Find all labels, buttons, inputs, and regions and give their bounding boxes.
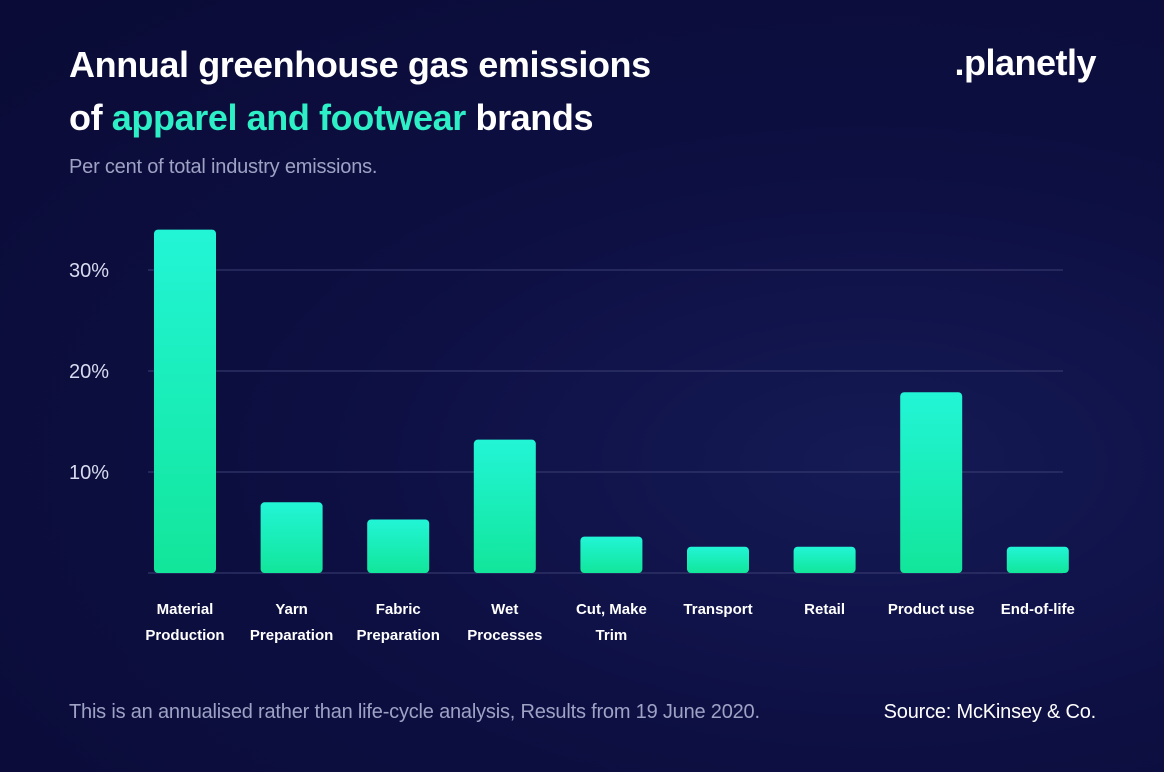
bar [473,439,536,573]
source-credit: Source: McKinsey & Co. [883,701,1097,723]
x-tick-label: Fabric Preparation [357,601,440,644]
chart-subtitle: Per cent of total industry emissions. [69,156,378,178]
y-tick-label: 20% [69,361,109,383]
y-tick-label: 30% [69,260,109,282]
x-tick-label: Transport [683,601,752,618]
x-axis-labels: Material Production Yarn Preparation Fabric P… [145,601,1074,644]
bar [687,546,749,573]
bar [1006,546,1069,573]
title-highlight: apparel and footwear [111,97,466,138]
bar [154,229,216,573]
bar [580,536,643,573]
x-tick-label: Cut, Make Trim [576,601,647,644]
x-tick-label: Wet Processes [467,601,542,644]
bar [367,519,430,573]
bar [900,392,963,573]
y-axis-ticks: 10% 20% 30% [69,260,109,484]
x-tick-label: End-of-life [1001,601,1075,618]
x-tick-label: Material Production [145,601,224,644]
x-tick-label: Product use [888,601,975,618]
y-tick-label: 10% [69,462,109,484]
footnote: This is an annualised rather than life-c… [69,701,760,723]
x-tick-label: Yarn Preparation [250,601,333,644]
bar [260,502,323,573]
x-tick-label: Retail [804,601,845,618]
bar [793,546,856,573]
title-line-1: Annual greenhouse gas emissions [69,44,651,85]
bars [154,229,1069,573]
chart-title: Annual greenhouse gas emissions of appar… [69,38,651,144]
planetly-logo: .planetly [954,42,1096,83]
title-end: brands [475,97,594,138]
title-of: of [69,97,103,138]
